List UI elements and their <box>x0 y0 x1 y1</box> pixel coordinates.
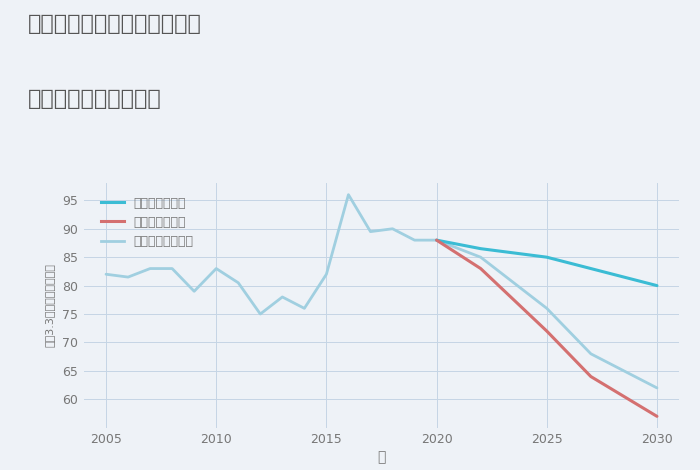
Legend: グッドシナリオ, バッドシナリオ, ノーマルシナリオ: グッドシナリオ, バッドシナリオ, ノーマルシナリオ <box>96 192 199 253</box>
X-axis label: 年: 年 <box>377 450 386 464</box>
Text: 中古戸建ての価格推移: 中古戸建ての価格推移 <box>28 89 162 110</box>
Y-axis label: 坪（3.3㎡）単価（万円）: 坪（3.3㎡）単価（万円） <box>44 264 54 347</box>
Text: 兵庫県たつの市御津町室津の: 兵庫県たつの市御津町室津の <box>28 14 202 34</box>
